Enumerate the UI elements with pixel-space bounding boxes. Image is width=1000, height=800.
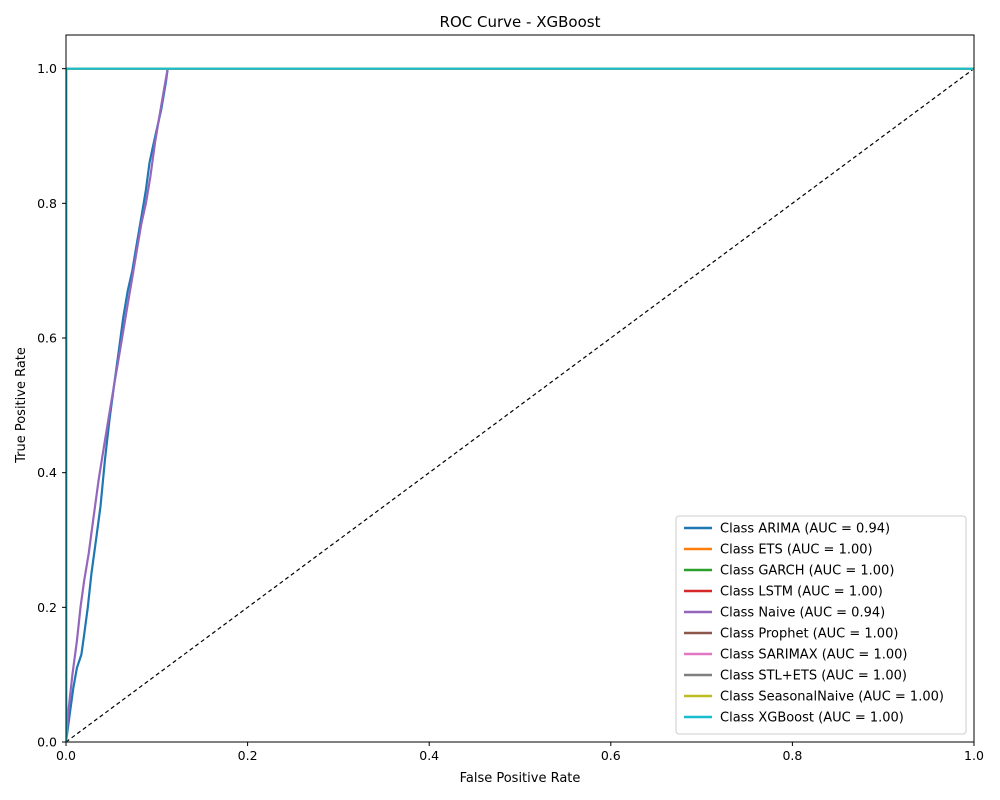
x-tick-label: 0.0 [56,748,76,763]
legend-label-3: Class LSTM (AUC = 1.00) [720,585,883,600]
roc-series-line-4 [66,67,974,742]
plot-area [65,34,975,743]
y-tick-label: 0.2 [37,600,57,615]
legend-label-2: Class GARCH (AUC = 1.00) [720,564,894,579]
legend-label-0: Class ARIMA (AUC = 0.94) [720,522,890,537]
x-tick-label: 0.2 [238,748,258,763]
legend-box [675,515,967,735]
y-tick-label: 0.4 [37,465,57,480]
legend-label-9: Class XGBoost (AUC = 1.00) [720,711,904,726]
roc-series-line-9 [66,67,974,742]
axis-ticks: 0.0 0.2 0.4 0.6 0.8 1.0 0.0 0.2 0.4 0.6 0.8 1.0 [37,61,984,763]
y-tick-label: 0.0 [37,735,57,750]
x-axis-label: False Positive Rate [460,771,581,786]
chart-title: ROC Curve - XGBoost [440,13,601,31]
y-tick-label: 0.6 [37,331,57,346]
legend-label-6: Class SARIMAX (AUC = 1.00) [720,648,907,663]
legend-label-7: Class STL+ETS (AUC = 1.00) [720,669,907,684]
legend-label-8: Class SeasonalNaive (AUC = 1.00) [720,690,944,705]
y-tick-label: 1.0 [37,61,57,76]
legend-label-5: Class Prophet (AUC = 1.00) [720,627,898,642]
x-tick-label: 0.4 [419,748,439,763]
axes-frame [65,34,975,743]
legend-label-4: Class Naive (AUC = 0.94) [720,606,885,621]
y-axis-label: True Positive Rate [14,347,29,464]
x-tick-label: 1.0 [964,748,984,763]
legend: Class ARIMA (AUC = 0.94) Class ETS (AUC =… [675,515,967,735]
x-tick-label: 0.6 [601,748,621,763]
y-tick-label: 0.8 [37,196,57,211]
x-tick-label: 0.8 [782,748,802,763]
legend-label-1: Class ETS (AUC = 1.00) [720,543,873,558]
